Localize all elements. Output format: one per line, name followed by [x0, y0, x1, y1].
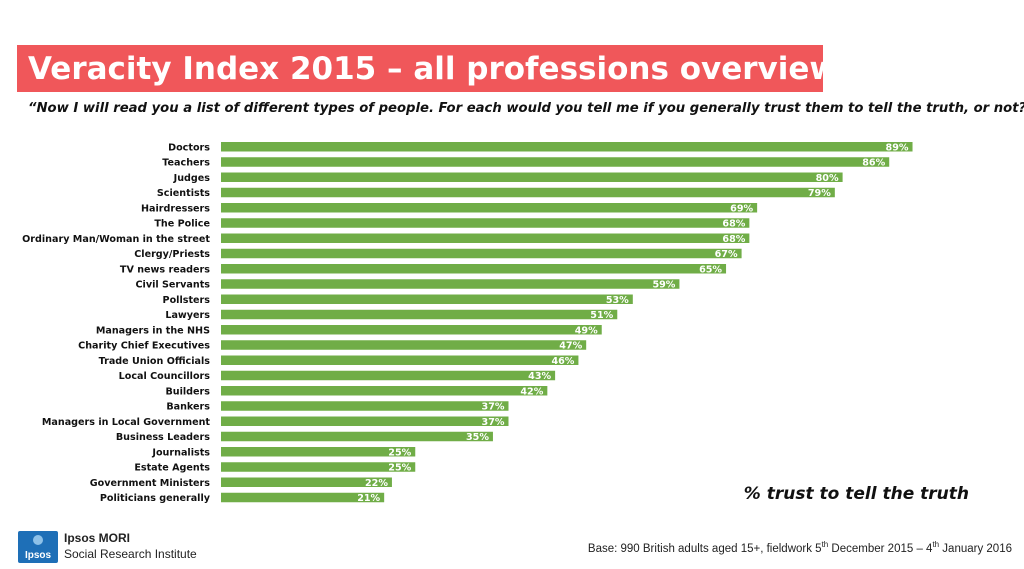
- category-label: Pollsters: [163, 295, 211, 306]
- category-label: Politicians generally: [100, 493, 211, 504]
- bar: [221, 172, 843, 182]
- bar: [221, 142, 913, 152]
- bar: [221, 492, 385, 503]
- category-label: Teachers: [162, 158, 210, 169]
- bar: [221, 370, 556, 381]
- category-label: Business Leaders: [116, 432, 210, 443]
- category-label: Doctors: [168, 142, 210, 153]
- data-label: 69%: [730, 203, 753, 214]
- category-label: Local Councillors: [119, 371, 211, 382]
- bar: [221, 264, 727, 274]
- data-label: 53%: [606, 295, 629, 306]
- measure-label: % trust to tell the truth: [743, 484, 969, 504]
- data-label: 89%: [886, 142, 909, 153]
- category-label: Managers in the NHS: [96, 325, 210, 336]
- category-label: Ordinary Man/Woman in the street: [22, 234, 210, 245]
- data-label: 68%: [722, 219, 745, 230]
- bar: [221, 431, 493, 442]
- data-label: 46%: [551, 356, 574, 367]
- bar: [221, 386, 548, 396]
- bar: [221, 447, 416, 457]
- bar: [221, 248, 742, 259]
- category-label: Scientists: [157, 188, 210, 199]
- bar: [221, 340, 587, 350]
- category-label: Judges: [173, 173, 211, 184]
- base-note: Base: 990 British adults aged 15+, field…: [588, 540, 1012, 555]
- bar: [221, 416, 509, 426]
- bar: [221, 294, 633, 304]
- bar: [221, 477, 392, 487]
- data-label: 49%: [575, 325, 598, 336]
- category-label: Managers in Local Government: [42, 417, 211, 428]
- data-label: 80%: [816, 173, 839, 184]
- data-label: 79%: [808, 188, 831, 199]
- data-label: 25%: [388, 447, 411, 458]
- bar: [221, 462, 416, 472]
- category-label: Clergy/Priests: [134, 249, 210, 260]
- data-label: 22%: [365, 478, 388, 489]
- survey-question: “Now I will read you a list of different…: [28, 101, 1024, 116]
- bar: [221, 355, 579, 365]
- category-label: Estate Agents: [134, 463, 210, 474]
- chart-title: Veracity Index 2015 – all professions ov…: [28, 51, 839, 87]
- data-label: 43%: [528, 371, 551, 382]
- category-label: Hairdressers: [141, 203, 210, 214]
- organisation-name: Ipsos MORI: [64, 531, 131, 545]
- bar: [221, 233, 750, 243]
- bar: [221, 325, 602, 335]
- data-label: 86%: [862, 158, 885, 169]
- data-label: 65%: [699, 264, 722, 275]
- category-label: Journalists: [151, 447, 210, 458]
- data-label: 35%: [466, 432, 489, 443]
- bar: [221, 401, 509, 411]
- category-label: Builders: [165, 386, 210, 397]
- base-sup1: th: [821, 540, 829, 549]
- category-label: Civil Servants: [135, 280, 210, 291]
- bar: [221, 157, 890, 167]
- organisation-subtitle: Social Research Institute: [64, 547, 197, 561]
- data-label: 67%: [715, 249, 738, 260]
- data-label: 42%: [520, 386, 543, 397]
- data-label: 47%: [559, 341, 582, 352]
- logo-mark: Ipsos: [24, 550, 52, 561]
- bar: [221, 218, 750, 228]
- ipsos-logo: Ipsos: [18, 531, 58, 563]
- category-label: Bankers: [166, 402, 210, 413]
- title-banner: [17, 45, 823, 92]
- bar: [221, 309, 618, 320]
- base-prefix: Base: 990 British adults aged 15+, field…: [587, 542, 822, 555]
- base-sup2: th: [932, 540, 940, 549]
- logo-dot-icon: [33, 535, 43, 545]
- category-label: Lawyers: [165, 310, 210, 321]
- base-suffix: January 2016: [939, 542, 1012, 555]
- category-label: Government Ministers: [90, 478, 211, 489]
- base-middle: December 2015 – 4: [828, 542, 933, 555]
- data-label: 59%: [652, 280, 675, 291]
- bar: [221, 279, 680, 289]
- category-label: The Police: [154, 219, 210, 230]
- data-label: 37%: [482, 402, 505, 413]
- category-label: Charity Chief Executives: [78, 341, 210, 352]
- bar: [221, 203, 758, 213]
- category-label: TV news readers: [120, 264, 210, 275]
- category-label: Trade Union Officials: [99, 356, 211, 367]
- data-label: 25%: [388, 463, 411, 474]
- data-label: 68%: [722, 234, 745, 245]
- data-label: 51%: [590, 310, 613, 321]
- data-label: 21%: [357, 493, 380, 504]
- data-label: 37%: [482, 417, 505, 428]
- bar: [221, 187, 835, 198]
